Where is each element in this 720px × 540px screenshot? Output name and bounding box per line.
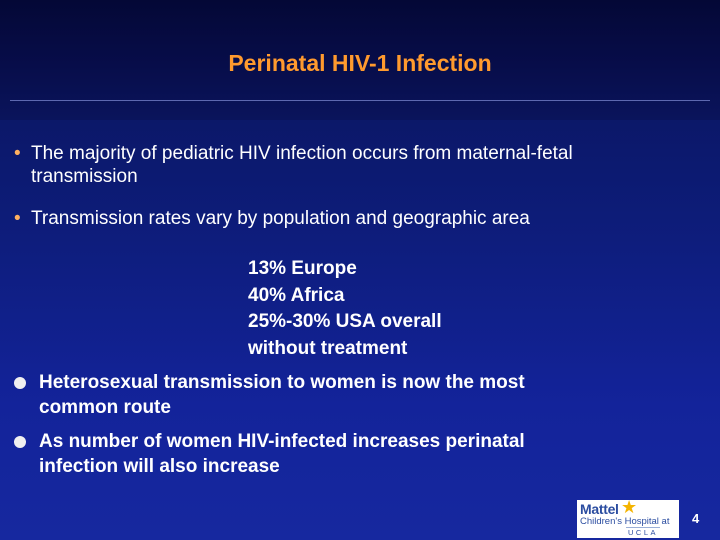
bullet-text-line: common route xyxy=(39,397,171,418)
bullet-text-line: transmission xyxy=(31,166,138,187)
slide-title: Perinatal HIV-1 Infection xyxy=(228,50,492,76)
rate-usa: 25%-30% USA overall xyxy=(248,311,442,332)
title-divider xyxy=(10,100,710,101)
bullet-text-line: Transmission rates vary by population an… xyxy=(31,208,530,229)
bullet-text-line: Heterosexual transmission to women is no… xyxy=(39,372,525,393)
logo-brand: Mattel xyxy=(580,501,619,517)
bullet-transmission-rates: • Transmission rates vary by population … xyxy=(14,207,714,230)
bullet-text-line: infection will also increase xyxy=(39,456,280,477)
rate-africa: 40% Africa xyxy=(248,284,345,306)
bullet-circle-icon xyxy=(14,436,26,448)
bullet-maternal-fetal: • The majority of pediatric HIV infectio… xyxy=(14,142,714,188)
logo-subtitle: Children's Hospital at xyxy=(580,516,670,527)
mattel-childrens-hospital-logo: Mattel ★ Children's Hospital at UCLA xyxy=(577,497,679,538)
logo-ucla: UCLA xyxy=(626,527,661,537)
bullet-heterosexual: Heterosexual transmission to women is no… xyxy=(14,370,704,420)
star-icon: ★ xyxy=(621,497,638,517)
bullet-dot-icon: • xyxy=(14,143,21,164)
bullet-dot-icon: • xyxy=(14,208,21,229)
rate-note: without treatment xyxy=(248,337,408,359)
bullet-text-line: The majority of pediatric HIV infection … xyxy=(31,143,573,164)
bullet-circle-icon xyxy=(14,377,26,389)
page-number: 4 xyxy=(692,511,700,526)
bullet-text-line: As number of women HIV-infected increase… xyxy=(39,431,525,452)
rates-list: 13% Europe 40% Africa 25%-30% USA overal… xyxy=(248,256,442,362)
bullet-women-increase: As number of women HIV-infected increase… xyxy=(14,429,704,479)
rate-europe: 13% Europe xyxy=(248,258,357,279)
